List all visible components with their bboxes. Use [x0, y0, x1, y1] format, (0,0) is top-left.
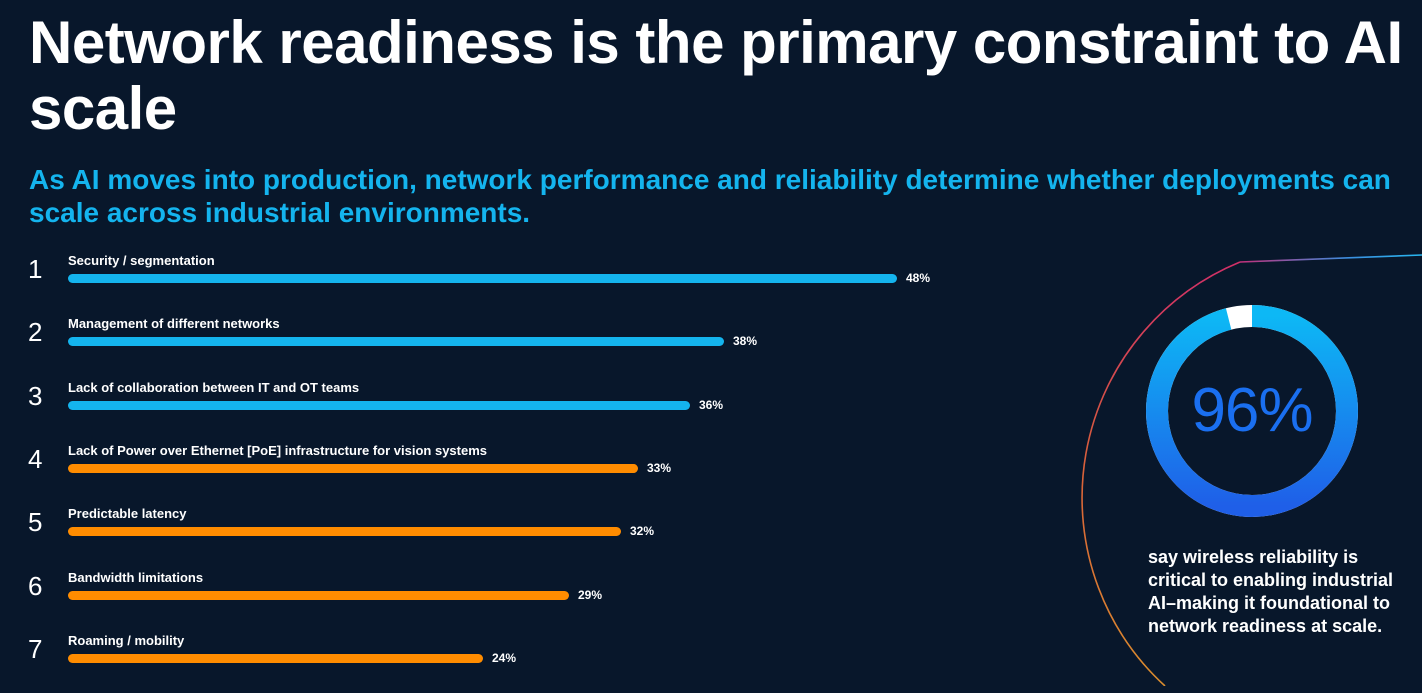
bar-value-label: 38% — [733, 334, 758, 349]
bar-category-label: Roaming / mobility — [68, 632, 185, 648]
rank-number: 5 — [28, 507, 43, 538]
ranked-bar-chart: 1 Security / segmentation 48% 2 Management o… — [0, 253, 1000, 665]
bar-category-label: Predictable latency — [68, 506, 187, 522]
rank-number: 7 — [28, 633, 43, 664]
page-title: Network readiness is the primary constra… — [29, 9, 1403, 142]
bar — [68, 400, 690, 410]
wireless-reliability-donut — [1144, 303, 1360, 519]
bar-row: 5 Predictable latency 32% — [0, 506, 1000, 566]
rank-number: 1 — [28, 254, 43, 284]
donut-value-arc — [1146, 305, 1358, 517]
bar — [68, 653, 483, 663]
bar-row: 4 Lack of Power over Ethernet [PoE] infra… — [0, 443, 1000, 503]
bar-category-label: Bandwidth limitations — [68, 569, 204, 585]
bar — [68, 463, 638, 473]
bar — [68, 337, 724, 347]
bar-value-label: 48% — [906, 271, 931, 285]
bar — [68, 527, 621, 537]
bar-value-label: 29% — [578, 587, 603, 602]
bar-row: 3 Lack of collaboration between IT and OT… — [0, 380, 1000, 440]
bar-category-label: Lack of Power over Ethernet [PoE] infras… — [68, 442, 488, 458]
orange-arc — [1081, 261, 1241, 686]
bar-row: 1 Security / segmentation 48% — [0, 253, 1000, 313]
donut-description: say wireless reliability is critical to … — [1148, 547, 1394, 636]
bar-row: 7 Roaming / mobility 24% — [0, 633, 1000, 693]
bar-row: 6 Bandwidth limitations 29% — [0, 570, 1000, 630]
bar-category-label: Security / segmentation — [68, 253, 215, 268]
bar — [68, 590, 569, 600]
rank-number: 4 — [28, 443, 43, 474]
bar-value-label: 32% — [630, 524, 655, 539]
donut-value-label: 96% — [1191, 376, 1313, 445]
bar — [68, 274, 897, 283]
bar-category-label: Management of different networks — [68, 316, 280, 332]
bar-value-label: 33% — [647, 460, 672, 475]
bar-value-label: 36% — [699, 397, 724, 412]
top-accent-line — [1239, 254, 1422, 263]
rank-number: 3 — [28, 380, 43, 411]
bar-category-label: Lack of collaboration between IT and OT … — [68, 379, 360, 395]
rank-number: 2 — [28, 317, 43, 348]
rank-number: 6 — [28, 570, 43, 601]
bar-value-label: 24% — [492, 650, 517, 665]
page-subtitle: As AI moves into production, network per… — [29, 164, 1391, 228]
bar-row: 2 Management of different networks 38% — [0, 316, 1000, 376]
